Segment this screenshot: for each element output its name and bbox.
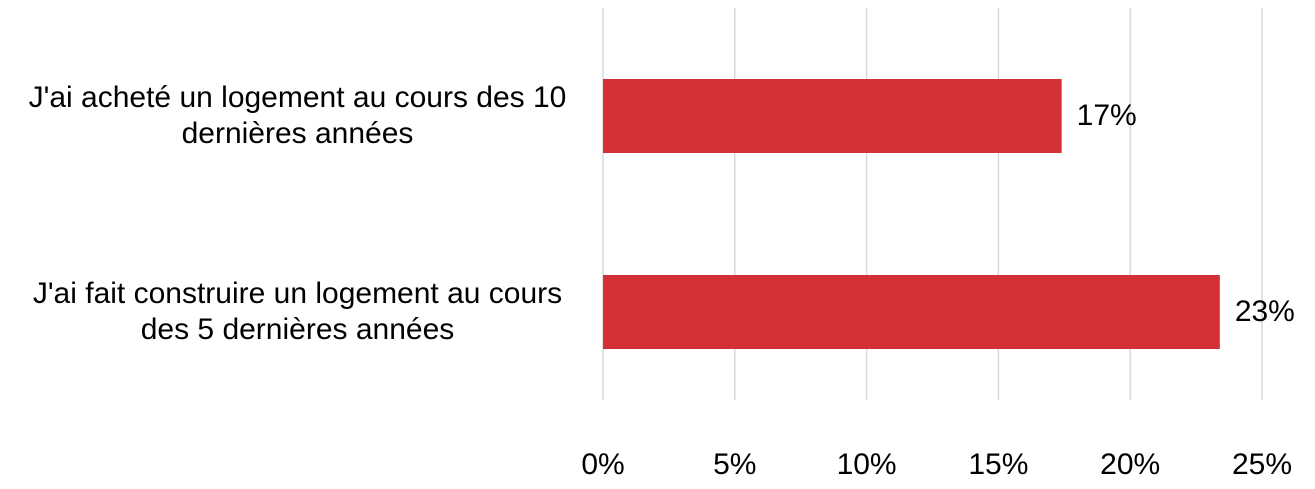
bar: [603, 275, 1220, 349]
category-label: J'ai fait construire un logement au cour…: [32, 277, 563, 346]
value-label: 23%: [1235, 295, 1295, 328]
x-tick-label: 10%: [837, 448, 897, 481]
x-tick-label: 5%: [713, 448, 756, 481]
value-label: 17%: [1077, 99, 1137, 132]
bar: [603, 79, 1062, 153]
x-tick-label: 15%: [968, 448, 1028, 481]
category-label: J'ai acheté un logement au cours des 10 …: [28, 81, 567, 150]
x-tick-label: 25%: [1232, 448, 1292, 481]
x-tick-label: 0%: [581, 448, 624, 481]
x-tick-label: 20%: [1100, 448, 1160, 481]
